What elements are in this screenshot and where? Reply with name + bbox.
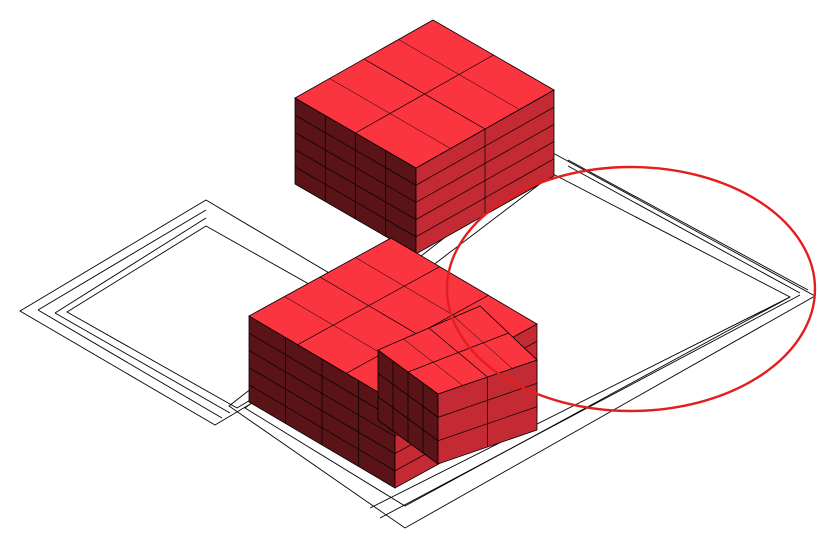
stack-front-step-layer-line (377, 396, 538, 442)
stack-back-layer-line (294, 141, 555, 221)
selection-ellipse[interactable] (445, 165, 817, 413)
board-rail-7 (379, 294, 801, 519)
stack-back-layer-line (294, 158, 555, 238)
stack-back-layer-line (294, 106, 555, 186)
stack-back (294, 19, 555, 255)
stack-back-top-brick-line (398, 39, 520, 110)
board-rail-1 (37, 309, 223, 419)
stack-front-step-top-brick-line (403, 338, 463, 386)
board-rail-6 (369, 296, 791, 509)
stack-back-layer-line (294, 124, 555, 203)
board-rail-0 (37, 209, 207, 311)
block-stacks (248, 19, 555, 489)
stack-back-top-brick-line (329, 78, 451, 149)
board-rail-5 (567, 165, 801, 294)
board-rail-4 (567, 159, 809, 291)
stack-front-step-top-brick-line (454, 316, 513, 369)
stack-front-step-layer-line (377, 373, 538, 418)
stack-back-top-grid-line (363, 58, 486, 130)
board-rail-3 (54, 312, 231, 414)
board-rail-2 (54, 217, 207, 314)
stack-front-step-top-grid-line (428, 327, 488, 378)
